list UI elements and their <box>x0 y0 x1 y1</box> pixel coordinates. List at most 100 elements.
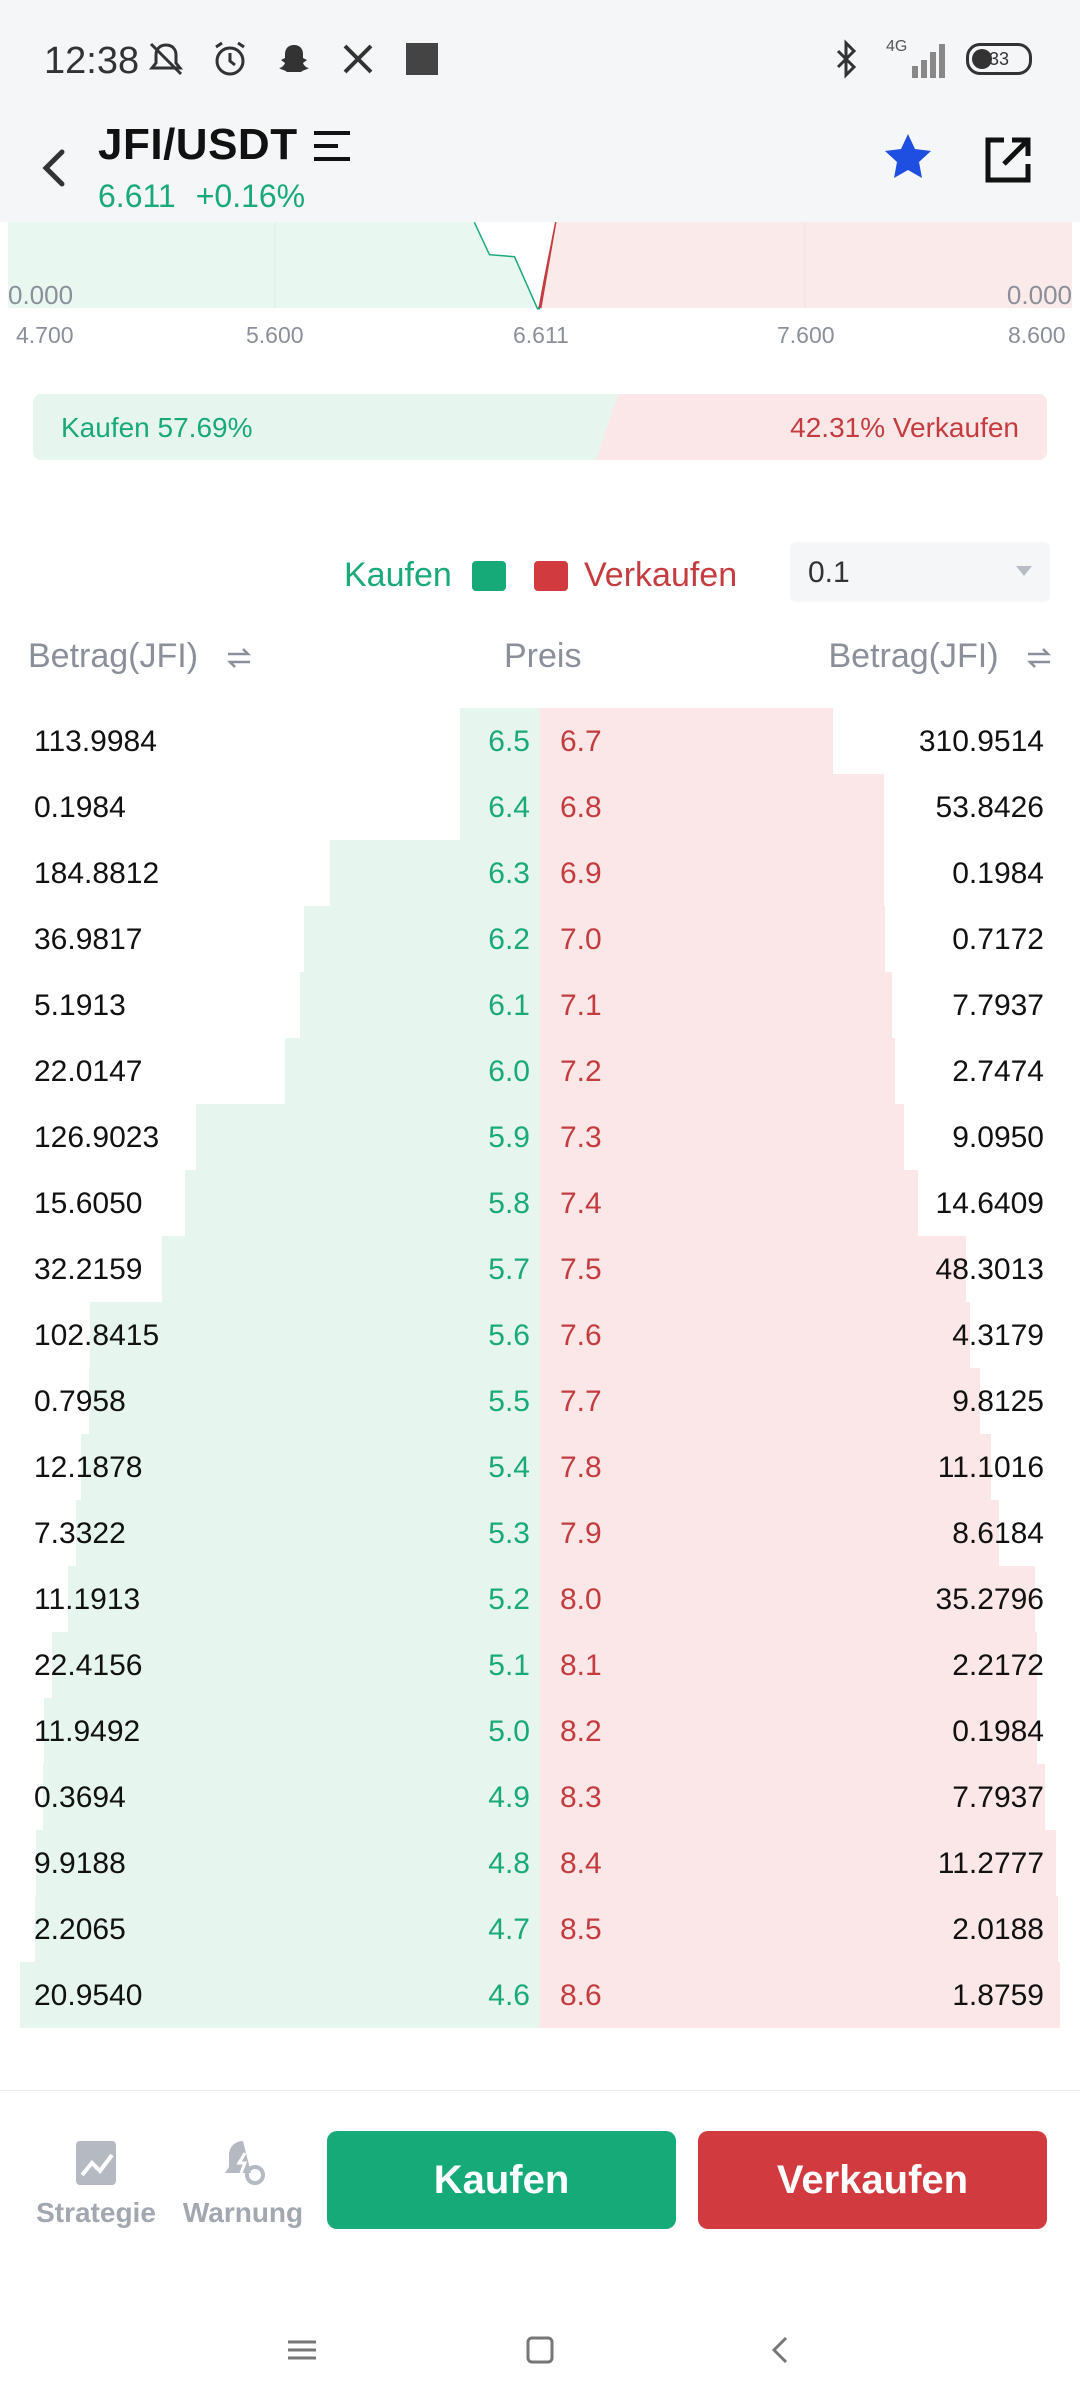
order-book-row[interactable]: 20.9540 4.6 8.6 1.8759 <box>0 1962 1080 2028</box>
buy-amount: 22.0147 <box>34 1055 143 1088</box>
pair-menu-icon[interactable] <box>312 128 352 164</box>
home-nav-icon[interactable] <box>510 2320 570 2380</box>
pair-header: JFI/USDT 6.611 +0.16% <box>0 120 1080 222</box>
sell-price: 6.7 <box>560 725 602 758</box>
sell-depth-bar <box>540 1896 1058 1962</box>
swap-icon <box>1026 648 1052 668</box>
price-change: +0.16% <box>195 178 306 214</box>
legend-buy[interactable]: Kaufen <box>344 556 506 595</box>
x-icon <box>337 38 379 80</box>
sell-amount: 48.3013 <box>935 1253 1044 1286</box>
buy-amount: 0.7958 <box>34 1385 126 1418</box>
sell-depth-bar <box>540 1170 918 1236</box>
sell-depth-bar <box>540 1038 895 1104</box>
order-book-row[interactable]: 11.1913 5.2 8.0 35.2796 <box>0 1566 1080 1632</box>
menu-nav-icon[interactable] <box>272 2320 332 2380</box>
order-book: 113.9984 6.5 6.7 310.9514 0.1984 6.4 6.8 53.842… <box>0 708 1080 2028</box>
order-book-row[interactable]: 0.1984 6.4 6.8 53.8426 <box>0 774 1080 840</box>
alert-button[interactable]: Warnung <box>173 2137 313 2229</box>
share-icon[interactable] <box>980 132 1036 188</box>
legend-sell[interactable]: Verkaufen <box>534 556 737 595</box>
buy-depth-bar <box>89 1368 540 1434</box>
order-book-row[interactable]: 15.6050 5.8 7.4 14.6409 <box>0 1170 1080 1236</box>
order-book-row[interactable]: 102.8415 5.6 7.6 4.3179 <box>0 1302 1080 1368</box>
back-nav-icon[interactable] <box>752 2320 812 2380</box>
buy-price: 6.1 <box>488 989 530 1022</box>
strategy-button[interactable]: Strategie <box>26 2137 166 2229</box>
order-book-row[interactable]: 22.0147 6.0 7.2 2.7474 <box>0 1038 1080 1104</box>
sell-amount: 14.6409 <box>935 1187 1044 1220</box>
buy-amount: 113.9984 <box>34 725 157 758</box>
buy-price: 4.8 <box>488 1847 530 1880</box>
buy-depth-bar <box>330 840 540 906</box>
order-book-row[interactable]: 5.1913 6.1 7.1 7.7937 <box>0 972 1080 1038</box>
sell-amount: 2.7474 <box>952 1055 1044 1088</box>
buy-price: 4.6 <box>488 1979 530 2012</box>
col-sell-amount-label: Betrag(JFI) <box>828 637 999 675</box>
sell-depth-bar <box>540 1368 980 1434</box>
buy-price: 5.1 <box>488 1649 530 1682</box>
order-book-row[interactable]: 12.1878 5.4 7.8 11.1016 <box>0 1434 1080 1500</box>
sell-price: 8.0 <box>560 1583 602 1616</box>
swap-icon <box>226 648 251 668</box>
sell-price: 7.5 <box>560 1253 602 1286</box>
order-book-row[interactable]: 32.2159 5.7 7.5 48.3013 <box>0 1236 1080 1302</box>
col-sell-amount[interactable]: Betrag(JFI) <box>829 637 1053 676</box>
buy-price: 4.7 <box>488 1913 530 1946</box>
alert-label: Warnung <box>182 2197 304 2228</box>
depth-tick: 8.600 <box>1008 322 1066 348</box>
bluetooth-icon <box>826 38 868 80</box>
sell-button[interactable]: Verkaufen <box>698 2131 1047 2229</box>
order-book-row[interactable]: 36.9817 6.2 7.0 0.7172 <box>0 906 1080 972</box>
sell-price: 7.2 <box>560 1055 602 1088</box>
favorite-star-icon[interactable] <box>880 130 936 186</box>
price-summary: 6.611 +0.16% <box>98 178 305 215</box>
buy-amount: 184.8812 <box>34 857 160 890</box>
buy-depth-bar <box>460 774 540 840</box>
back-button[interactable] <box>28 138 78 198</box>
buy-price: 5.3 <box>488 1517 530 1550</box>
sell-price: 8.4 <box>560 1847 602 1880</box>
ratio-sell-fill <box>596 394 1047 460</box>
bell-muted-icon <box>145 38 187 80</box>
precision-select[interactable]: 0.1 <box>790 542 1050 602</box>
system-nav-bar <box>0 2290 1080 2400</box>
buy-price: 5.0 <box>488 1715 530 1748</box>
buy-amount: 12.1878 <box>34 1451 143 1484</box>
buy-depth-bar <box>460 708 540 774</box>
buy-depth-bar <box>36 1830 540 1896</box>
order-book-row[interactable]: 184.8812 6.3 6.9 0.1984 <box>0 840 1080 906</box>
sell-amount: 0.7172 <box>952 923 1044 956</box>
network-type: 4G <box>886 38 908 55</box>
order-book-row[interactable]: 126.9023 5.9 7.3 9.0950 <box>0 1104 1080 1170</box>
sell-amount: 7.7937 <box>952 1781 1044 1814</box>
buy-amount: 0.1984 <box>34 791 126 824</box>
order-book-row[interactable]: 113.9984 6.5 6.7 310.9514 <box>0 708 1080 774</box>
sell-depth-bar <box>540 906 885 972</box>
buy-price: 6.5 <box>488 725 530 758</box>
buy-price: 4.9 <box>488 1781 530 1814</box>
sell-amount: 11.1016 <box>937 1451 1044 1484</box>
strategy-label: Strategie <box>36 2197 156 2228</box>
col-buy-amount[interactable]: Betrag(JFI) <box>28 637 252 676</box>
order-book-row[interactable]: 0.3694 4.9 8.3 7.7937 <box>0 1764 1080 1830</box>
sell-amount: 9.0950 <box>952 1121 1044 1154</box>
status-time: 12:38 <box>44 40 140 82</box>
order-book-row[interactable]: 11.9492 5.0 8.2 0.1984 <box>0 1698 1080 1764</box>
buy-price: 5.6 <box>488 1319 530 1352</box>
pair-title[interactable]: JFI/USDT <box>98 120 298 169</box>
order-book-row[interactable]: 0.7958 5.5 7.7 9.8125 <box>0 1368 1080 1434</box>
battery-level: 33 <box>988 48 1010 69</box>
buy-depth-bar <box>35 1896 540 1962</box>
buy-depth-bar <box>185 1170 540 1236</box>
sell-depth-bar <box>540 1698 1037 1764</box>
app-square-icon <box>401 38 443 80</box>
order-book-row[interactable]: 22.4156 5.1 8.1 2.2172 <box>0 1632 1080 1698</box>
order-book-row[interactable]: 9.9188 4.8 8.4 11.2777 <box>0 1830 1080 1896</box>
sell-price: 7.9 <box>560 1517 602 1550</box>
buy-depth-bar <box>43 1764 540 1830</box>
buy-button[interactable]: Kaufen <box>327 2131 676 2229</box>
order-book-row[interactable]: 7.3322 5.3 7.9 8.6184 <box>0 1500 1080 1566</box>
buy-amount: 102.8415 <box>34 1319 160 1352</box>
order-book-row[interactable]: 2.2065 4.7 8.5 2.0188 <box>0 1896 1080 1962</box>
